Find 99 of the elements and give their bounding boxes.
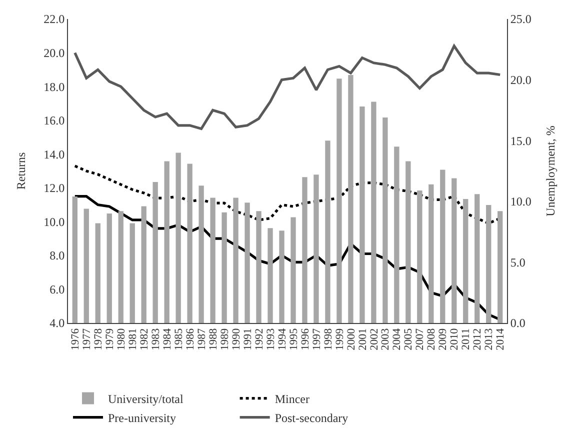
bar	[348, 74, 354, 323]
y-tick-label: 16.0	[44, 114, 65, 128]
bar	[371, 102, 376, 323]
bar	[164, 161, 170, 323]
bar	[176, 152, 181, 323]
x-tick-label: 1990	[230, 328, 242, 350]
x-tick-label: 2003	[380, 328, 392, 350]
x-tick-label: 2013	[483, 328, 496, 350]
bar	[106, 214, 112, 323]
x-tick-label: 1993	[264, 328, 277, 350]
bar	[233, 198, 238, 323]
bar	[222, 212, 227, 323]
bar	[463, 198, 468, 323]
bar	[210, 198, 216, 323]
bar	[498, 211, 503, 323]
x-tick-label: 1996	[299, 328, 312, 350]
x-tick-label: 1976	[69, 328, 82, 350]
x-tick-label: 2005	[402, 328, 415, 350]
x-tick-label: 2001	[356, 328, 369, 350]
x-tick-label: 2002	[368, 328, 380, 350]
bar	[452, 178, 457, 323]
bar	[84, 208, 89, 323]
x-tick-label: 1989	[218, 328, 231, 350]
bar	[118, 211, 124, 323]
bar	[325, 140, 330, 323]
x-tick-label: 1983	[150, 328, 162, 350]
legend-label: Mincer	[274, 392, 310, 406]
bar	[394, 146, 400, 323]
bar	[187, 164, 192, 323]
y-tick-label: 18.0	[44, 80, 65, 94]
y2-tick-label: 15.0	[510, 134, 532, 148]
y2-tick-label: 0.0	[510, 316, 526, 330]
bar	[256, 211, 262, 323]
bar	[130, 223, 135, 323]
y-tick-label: 14.0	[44, 147, 65, 162]
bar	[302, 177, 308, 323]
y-tick-label: 12.0	[44, 181, 65, 196]
bar	[428, 184, 434, 323]
x-tick-label: 1978	[92, 328, 104, 350]
x-tick-label: 1981	[126, 328, 139, 350]
bar	[268, 228, 273, 323]
y2-tick-label: 10.0	[510, 194, 532, 209]
x-tick-label: 1999	[334, 328, 346, 350]
x-tick-label: 2014	[494, 328, 507, 350]
x-tick-label: 2007	[414, 328, 426, 350]
x-tick-label: 1982	[138, 328, 150, 350]
x-tick-label: 1987	[196, 328, 208, 350]
bar	[279, 230, 284, 323]
y-tick-label: 10.0	[44, 214, 65, 229]
legend-label: Pre-university	[108, 410, 176, 425]
x-tick-label: 1985	[172, 328, 185, 350]
x-tick-label: 1980	[115, 328, 128, 350]
x-tick-label: 1977	[80, 328, 93, 350]
bar	[360, 106, 365, 323]
bar	[406, 161, 411, 323]
legend-label: University/total	[108, 392, 184, 406]
y-tick-label: 22.0	[44, 12, 65, 26]
bar	[417, 190, 422, 323]
y-tick-label: 4.0	[50, 316, 65, 330]
x-tick-label: 1986	[184, 328, 196, 350]
x-tick-label: 2010	[448, 328, 461, 350]
legend-label: Post-secondary	[274, 410, 348, 425]
bar	[474, 194, 480, 323]
x-tick-label: 2009	[437, 328, 450, 350]
x-tick-label: 2008	[426, 328, 438, 350]
x-tick-label: 1998	[322, 328, 334, 350]
bar	[290, 217, 296, 323]
y-tick-label: 8.0	[50, 248, 65, 263]
bar	[95, 223, 100, 323]
y2-axis-title: Unemployment, %	[543, 126, 558, 216]
bar	[244, 202, 250, 323]
x-tick-label: 1995	[288, 328, 300, 350]
x-tick-label: 2011	[460, 328, 472, 350]
x-tick-label: 1984	[161, 328, 174, 350]
x-tick-label: 1979	[104, 328, 116, 350]
bar	[314, 174, 319, 323]
bar	[336, 78, 342, 323]
y2-tick-label: 25.0	[510, 12, 532, 26]
x-tick-label: 2004	[391, 328, 404, 350]
bar	[486, 205, 492, 323]
y-tick-label: 20.0	[44, 46, 65, 60]
x-tick-label: 1997	[310, 328, 323, 350]
x-tick-label: 1988	[207, 328, 220, 350]
bar	[72, 196, 78, 323]
y-tick-label: 6.0	[50, 282, 65, 296]
x-tick-label: 2000	[345, 328, 358, 350]
y-axis-title: Returns	[14, 152, 28, 190]
y2-tick-label: 5.0	[510, 255, 526, 270]
y2-tick-label: 20.0	[510, 73, 532, 87]
x-tick-label: 1992	[253, 328, 266, 350]
x-tick-label: 2012	[472, 328, 484, 350]
line-series	[74, 44, 502, 130]
x-tick-label: 1994	[276, 328, 288, 350]
x-tick-label: 1991	[242, 328, 254, 350]
bar	[141, 206, 146, 323]
bar	[382, 118, 388, 323]
bar	[440, 170, 446, 323]
bar	[198, 186, 204, 323]
bar	[152, 182, 158, 323]
